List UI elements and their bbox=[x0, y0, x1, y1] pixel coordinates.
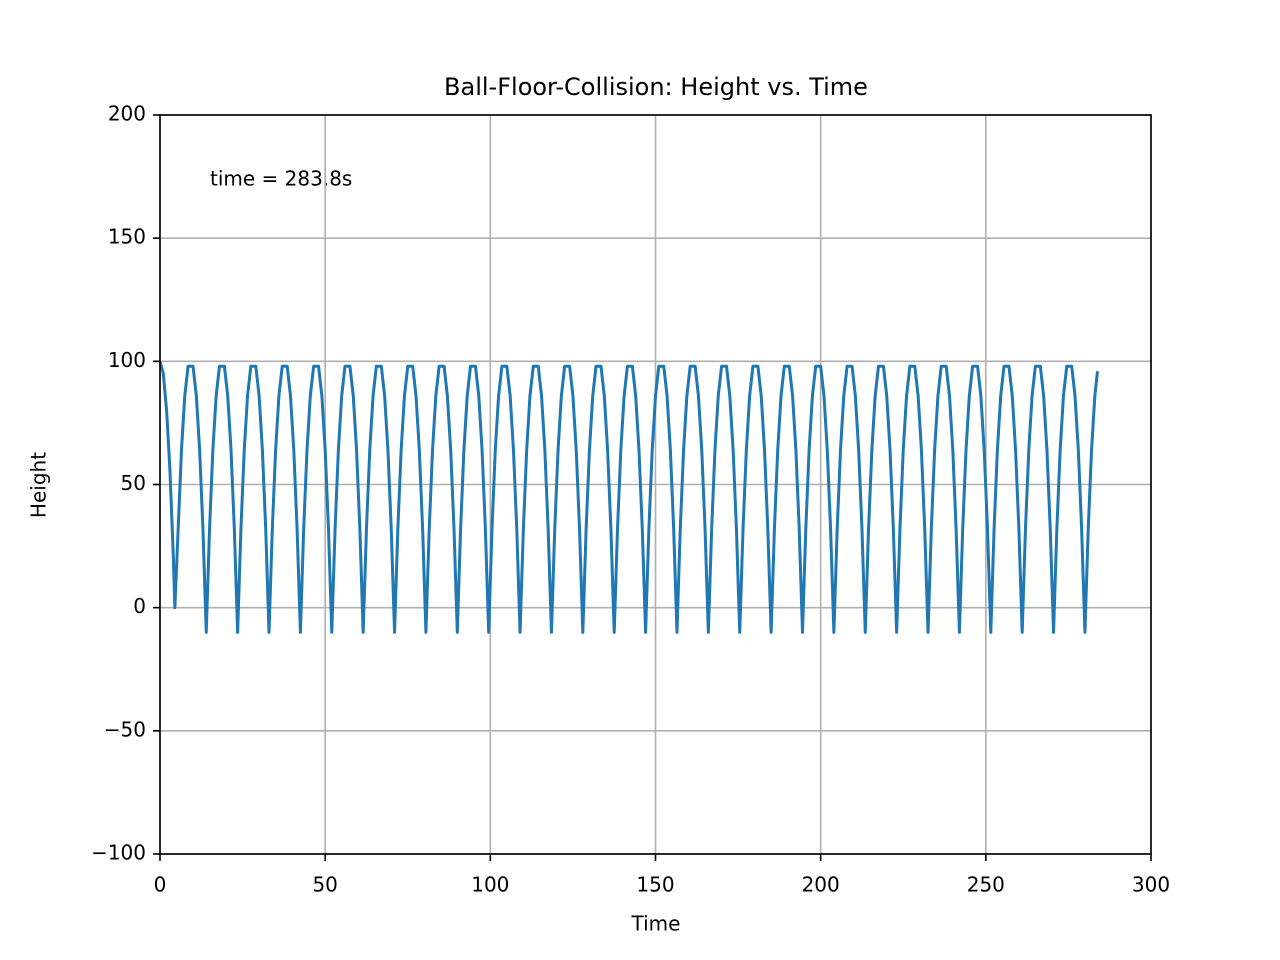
y-tick-label: 50 bbox=[121, 471, 146, 495]
annotation: time = 283.8s bbox=[210, 167, 352, 191]
y-tick-label: 150 bbox=[108, 225, 146, 249]
x-tick-label: 150 bbox=[636, 873, 674, 897]
y-tick-label: −100 bbox=[91, 841, 146, 865]
x-tick-label: 300 bbox=[1132, 873, 1170, 897]
data-line bbox=[158, 360, 1099, 634]
x-tick-label: 250 bbox=[967, 873, 1005, 897]
y-tick-label: 200 bbox=[108, 102, 146, 126]
y-tick-label: 100 bbox=[108, 348, 146, 372]
y-tick-label: 0 bbox=[133, 594, 146, 618]
y-tick-label: −50 bbox=[104, 717, 146, 741]
plot-frame bbox=[159, 114, 1152, 855]
y-axis-label: Height bbox=[27, 452, 51, 518]
x-tick-label: 200 bbox=[802, 873, 840, 897]
x-tick-label: 0 bbox=[154, 873, 167, 897]
chart-title: Ball-Floor-Collision: Height vs. Time bbox=[444, 73, 868, 101]
x-tick-label: 100 bbox=[471, 873, 509, 897]
x-tick-label: 50 bbox=[312, 873, 337, 897]
x-axis-label: Time bbox=[631, 912, 681, 936]
